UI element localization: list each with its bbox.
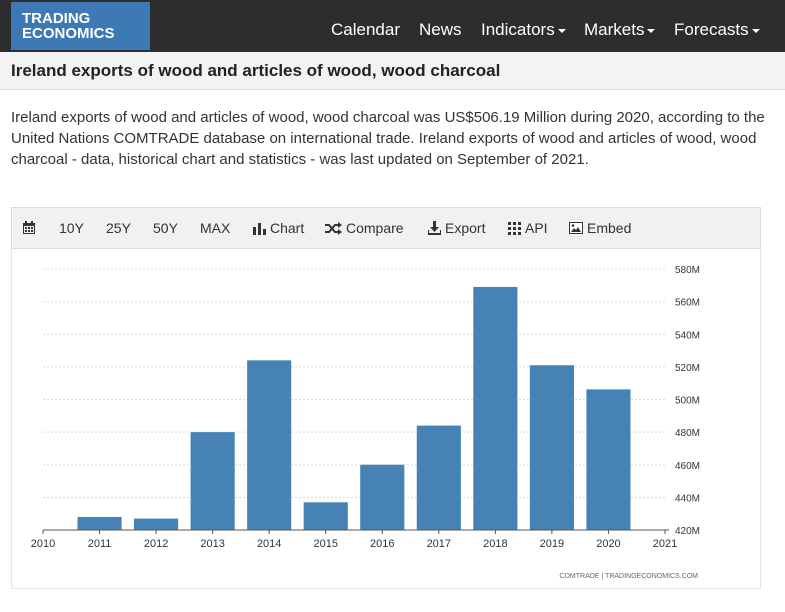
bar-2017 [416,425,461,530]
bar-2011 [77,516,122,530]
compare-button[interactable]: Compare [325,208,404,248]
y-tick-label: 560M [675,298,700,309]
x-tick-label: 2021 [653,538,677,550]
x-tick-label: 2011 [88,538,112,550]
shuffle-icon [325,221,342,235]
nav-news[interactable]: News [419,20,462,39]
bar-2018 [473,286,518,530]
brand-logo[interactable]: TRADING ECONOMICS [11,2,150,50]
grid-icon [508,221,521,235]
chevron-down-icon [557,29,566,33]
range-max-button[interactable]: MAX [200,220,231,236]
bar-2013 [190,432,235,530]
x-tick-label: 2010 [31,538,55,550]
bar-2016 [360,464,405,530]
x-tick-label: 2019 [540,538,564,550]
brand-line1: TRADING [22,10,91,27]
chart-container: 420M 440M 460M 480M 500M 520M 540M 560M 580M 2010… [11,248,761,589]
calendar-button[interactable] [22,208,40,248]
x-tick-label: 2017 [427,538,451,550]
nav-forecasts[interactable]: Forecasts [674,0,760,60]
bar-chart: 420M 440M 460M 480M 500M 520M 540M 560M 580M 2010… [31,265,700,580]
top-navbar: TRADING ECONOMICS Calendar News Indicato… [0,0,785,60]
download-icon [428,221,441,235]
page-title: Ireland exports of wood and articles of … [11,61,501,80]
x-tick-label: 2013 [200,538,224,550]
bar-2019 [529,365,574,530]
y-tick-label: 420M [675,526,700,537]
bar-chart-icon [253,222,266,235]
x-tick-label: 2012 [144,538,168,550]
export-button[interactable]: Export [428,208,485,248]
x-tick-label: 2018 [483,538,507,550]
source-credit: COMTRADE | TRADINGECONOMICS.COM [559,573,698,580]
chevron-down-icon [751,29,760,33]
chart-button[interactable]: Chart [253,208,304,248]
range-50y-button[interactable]: 50Y [153,220,178,236]
y-tick-label: 460M [675,461,700,472]
bar-2015 [303,502,348,530]
nav-markets[interactable]: Markets [584,0,656,60]
x-tick-label: 2015 [313,538,337,550]
bar-2014 [247,360,292,530]
range-25y-button[interactable]: 25Y [106,220,131,236]
y-tick-label: 580M [675,265,700,276]
bar-2020 [586,389,631,530]
chart-toolbar: 10Y 25Y 50Y MAX Chart Compare Export API… [11,207,761,249]
x-tick-label: 2020 [596,538,620,550]
nav-calendar[interactable]: Calendar [331,20,400,39]
embed-button[interactable]: Embed [569,208,631,248]
image-icon [569,222,583,234]
y-tick-label: 440M [675,493,700,504]
nav-indicators[interactable]: Indicators [481,0,566,60]
chevron-down-icon [647,29,656,33]
range-10y-button[interactable]: 10Y [59,220,84,236]
y-tick-label: 520M [675,363,700,374]
y-tick-label: 540M [675,330,700,341]
y-tick-label: 500M [675,396,700,407]
title-bar: Ireland exports of wood and articles of … [0,52,785,90]
api-button[interactable]: API [508,208,548,248]
x-tick-label: 2016 [370,538,394,550]
x-tick-label: 2014 [257,538,281,550]
page-description: Ireland exports of wood and articles of … [11,109,765,168]
y-tick-label: 480M [675,428,700,439]
calendar-icon [23,221,35,234]
bar-2012 [134,518,179,530]
brand-line2: ECONOMICS [22,25,115,42]
